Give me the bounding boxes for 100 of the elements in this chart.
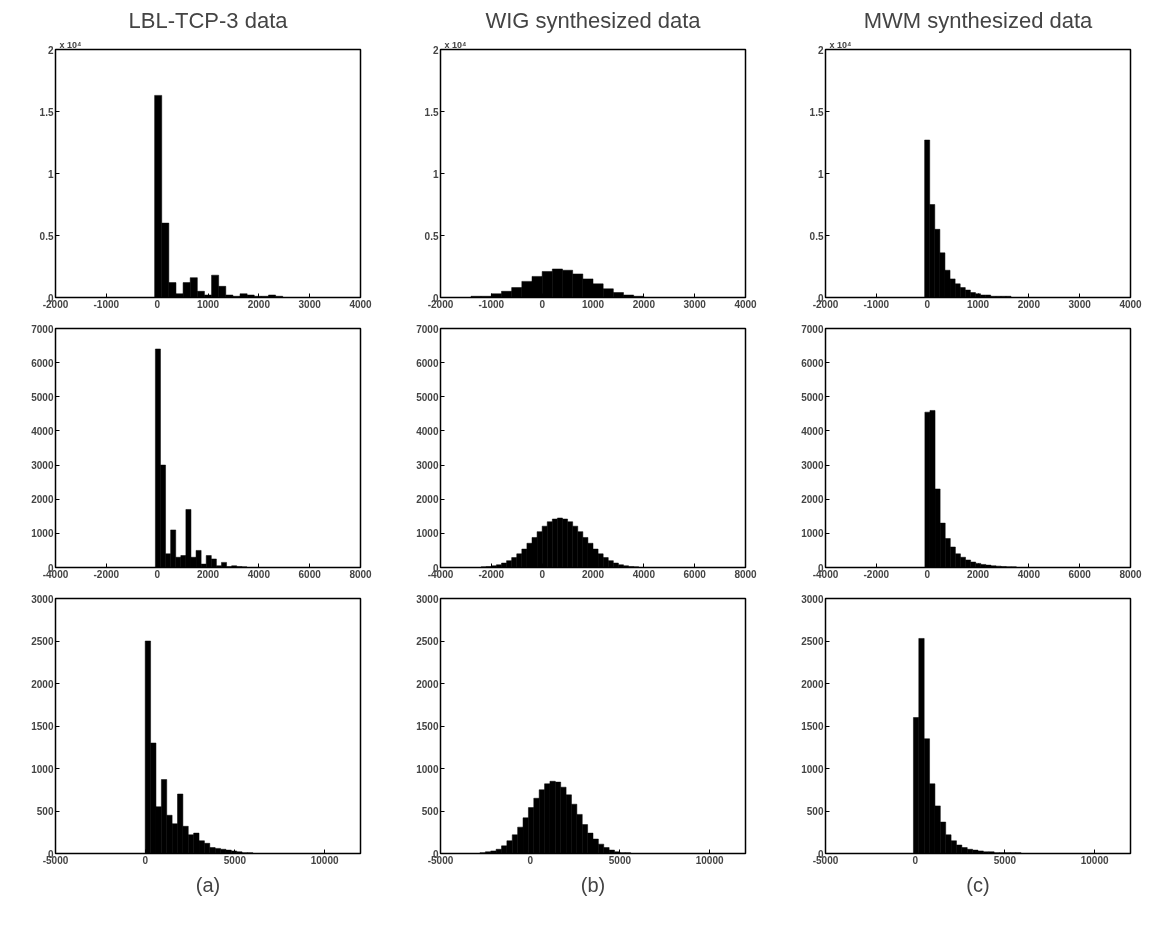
y-tick-label: 1 <box>817 168 824 180</box>
x-tick-label: 2000 <box>196 568 220 580</box>
x-tick-label: 0 <box>142 854 149 866</box>
x-tick-label: 0 <box>539 568 546 580</box>
y-tick-label: 4000 <box>416 425 439 437</box>
y-tick-label: 1.5 <box>39 106 54 118</box>
y-tick-label: 2 <box>47 44 54 56</box>
x-tick-label: 0 <box>527 854 534 866</box>
text: (a) <box>195 873 221 896</box>
y-tick-label: 2000 <box>31 678 54 690</box>
y-tick-label: 1000 <box>31 528 54 540</box>
x-tick-label: 4000 <box>1119 298 1143 310</box>
x-tick-label: 3000 <box>683 298 707 310</box>
x-tick-label: -1000 <box>93 298 120 310</box>
y-tick-label: 2 <box>432 44 439 56</box>
x-tick-label: 10000 <box>1080 854 1109 866</box>
text: (c) <box>966 873 990 896</box>
x-tick-label: 5000 <box>608 854 632 866</box>
text: (b) <box>580 873 606 896</box>
y-tick-label: 0.5 <box>424 230 439 242</box>
x-tick-label: 4000 <box>632 568 656 580</box>
x-tick-label: 6000 <box>683 568 707 580</box>
y-tick-label: 500 <box>36 806 54 817</box>
y-tick-label: 1.5 <box>809 106 824 118</box>
y-tick-label: 1000 <box>416 528 439 540</box>
y-tick-label: 2500 <box>31 636 54 647</box>
x-tick-label: 10000 <box>695 854 724 866</box>
x-tick-label: 4000 <box>349 298 373 310</box>
y-tick-label: 500 <box>421 806 439 817</box>
annotation: x 10⁴ <box>59 39 82 50</box>
x-tick-label: 2000 <box>966 568 990 580</box>
x-tick-label: 5000 <box>223 854 247 866</box>
chart-title: WIG synthesized data <box>485 7 702 33</box>
y-tick-label: 2500 <box>416 636 439 647</box>
x-tick-label: 0 <box>154 298 161 310</box>
x-tick-label: -1000 <box>478 298 505 310</box>
y-tick-label: 3000 <box>31 593 54 605</box>
x-tick-label: 2000 <box>247 298 271 310</box>
y-tick-label: 7000 <box>31 323 54 335</box>
x-tick-label: 0 <box>539 298 546 310</box>
x-tick-label: 4000 <box>247 568 271 580</box>
y-tick-label: 2 <box>817 44 824 56</box>
y-tick-label: 1000 <box>416 763 439 775</box>
y-tick-label: 1000 <box>801 763 824 775</box>
y-tick-label: 5000 <box>801 391 824 403</box>
y-tick-label: 3000 <box>31 460 54 472</box>
x-tick-label: 4000 <box>1017 568 1041 580</box>
y-tick-label: 2000 <box>416 494 439 506</box>
x-tick-label: 2000 <box>1017 298 1041 310</box>
y-tick-label: 2000 <box>31 494 54 506</box>
annotation: x 10⁴ <box>444 39 467 50</box>
y-tick-label: 1000 <box>31 763 54 775</box>
x-tick-label: -2000 <box>93 568 120 580</box>
annotation: x 10⁴ <box>829 39 852 50</box>
y-tick-label: 1 <box>432 168 439 180</box>
y-tick-label: 1500 <box>801 721 824 732</box>
x-tick-label: 6000 <box>298 568 322 580</box>
y-tick-label: 3000 <box>801 460 824 472</box>
x-tick-label: -1000 <box>863 298 890 310</box>
chart-title: MWM synthesized data <box>863 7 1094 33</box>
x-tick-label: 0 <box>912 854 919 866</box>
y-tick-label: 2500 <box>801 636 824 647</box>
x-tick-label: 5000 <box>993 854 1017 866</box>
x-tick-label: 1000 <box>966 298 990 310</box>
y-tick-label: 2000 <box>801 494 824 506</box>
y-tick-label: 6000 <box>801 357 824 369</box>
y-tick-label: 1.5 <box>424 106 439 118</box>
y-tick-label: 0.5 <box>39 230 54 242</box>
y-tick-label: 7000 <box>416 323 439 335</box>
y-tick-label: 6000 <box>416 357 439 369</box>
x-tick-label: 8000 <box>349 568 373 580</box>
x-tick-label: 6000 <box>1068 568 1092 580</box>
x-tick-label: 3000 <box>298 298 322 310</box>
x-tick-label: 1000 <box>196 298 220 310</box>
y-tick-label: 3000 <box>801 593 824 605</box>
x-tick-label: 10000 <box>310 854 339 866</box>
y-tick-label: 1500 <box>416 721 439 732</box>
x-tick-label: 8000 <box>734 568 758 580</box>
x-tick-label: 0 <box>924 568 931 580</box>
y-tick-label: 7000 <box>801 323 824 335</box>
x-tick-label: 4000 <box>734 298 758 310</box>
x-tick-label: 1000 <box>581 298 605 310</box>
x-tick-label: 2000 <box>581 568 605 580</box>
chart-title: LBL-TCP-3 data <box>128 7 289 33</box>
y-tick-label: 3000 <box>416 593 439 605</box>
x-tick-label: 0 <box>154 568 161 580</box>
x-tick-label: -2000 <box>478 568 505 580</box>
x-tick-label: 3000 <box>1068 298 1092 310</box>
y-tick-label: 2000 <box>801 678 824 690</box>
x-tick-label: 8000 <box>1119 568 1143 580</box>
y-tick-label: 5000 <box>416 391 439 403</box>
y-tick-label: 6000 <box>31 357 54 369</box>
y-tick-label: 1 <box>47 168 54 180</box>
y-tick-label: 3000 <box>416 460 439 472</box>
y-tick-label: 5000 <box>31 391 54 403</box>
y-tick-label: 1000 <box>801 528 824 540</box>
x-tick-label: 2000 <box>632 298 656 310</box>
y-tick-label: 500 <box>806 806 824 817</box>
x-tick-label: 0 <box>924 298 931 310</box>
y-tick-label: 4000 <box>801 425 824 437</box>
